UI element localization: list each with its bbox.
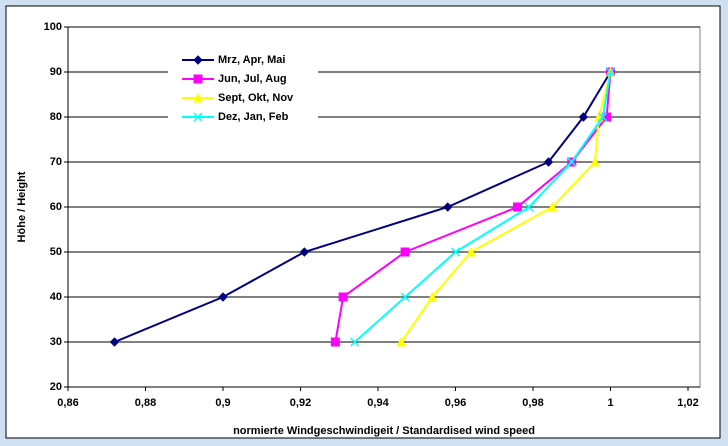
y-tick-label: 50 xyxy=(50,246,62,258)
marker xyxy=(400,292,410,302)
x-tick-label: 0,9 xyxy=(215,397,230,409)
marker xyxy=(330,337,340,347)
marker xyxy=(193,92,203,103)
marker xyxy=(350,337,360,347)
x-tick-label: 1 xyxy=(607,397,613,409)
legend-label: Jun, Jul, Aug xyxy=(218,73,287,85)
x-axis-title: normierte Windgeschwindigeit / Standardi… xyxy=(233,425,535,437)
y-tick-label: 20 xyxy=(50,381,62,393)
x-tick-label: 0,92 xyxy=(290,397,311,409)
marker xyxy=(299,247,310,257)
marker xyxy=(193,112,203,122)
x-tick-label: 0,86 xyxy=(57,397,78,409)
marker xyxy=(466,246,476,257)
marker xyxy=(450,247,461,257)
marker xyxy=(109,337,120,347)
marker xyxy=(590,156,600,167)
marker xyxy=(547,201,558,212)
marker xyxy=(400,247,410,257)
legend-label: Dez, Jan, Feb xyxy=(218,111,289,123)
x-tick-label: 0,94 xyxy=(367,397,389,409)
y-tick-label: 80 xyxy=(50,111,62,123)
marker xyxy=(338,292,348,302)
marker xyxy=(193,55,203,65)
marker xyxy=(543,157,554,167)
marker xyxy=(218,292,228,302)
legend-label: Mrz, Apr, Mai xyxy=(218,54,285,66)
marker xyxy=(524,202,534,212)
x-tick-label: 0,98 xyxy=(522,397,543,409)
y-axis-title: Höhe / Height xyxy=(16,171,28,242)
y-tick-label: 40 xyxy=(50,291,62,303)
y-tick-label: 60 xyxy=(50,201,62,213)
marker xyxy=(605,67,616,77)
marker xyxy=(193,74,203,84)
x-tick-label: 0,96 xyxy=(445,397,466,409)
legend-label: Sept, Okt, Nov xyxy=(218,92,294,104)
x-tick-label: 1,02 xyxy=(677,397,698,409)
marker xyxy=(513,202,522,212)
marker xyxy=(567,157,577,167)
y-tick-label: 90 xyxy=(50,66,62,78)
marker xyxy=(598,112,608,122)
y-tick-label: 100 xyxy=(44,21,62,33)
y-tick-label: 30 xyxy=(50,336,62,348)
marker xyxy=(578,112,589,122)
legend-box xyxy=(168,48,318,128)
marker xyxy=(396,336,407,347)
marker xyxy=(443,202,453,212)
marker xyxy=(427,291,438,302)
y-tick-label: 70 xyxy=(50,156,62,168)
x-tick-label: 0,88 xyxy=(135,397,156,409)
